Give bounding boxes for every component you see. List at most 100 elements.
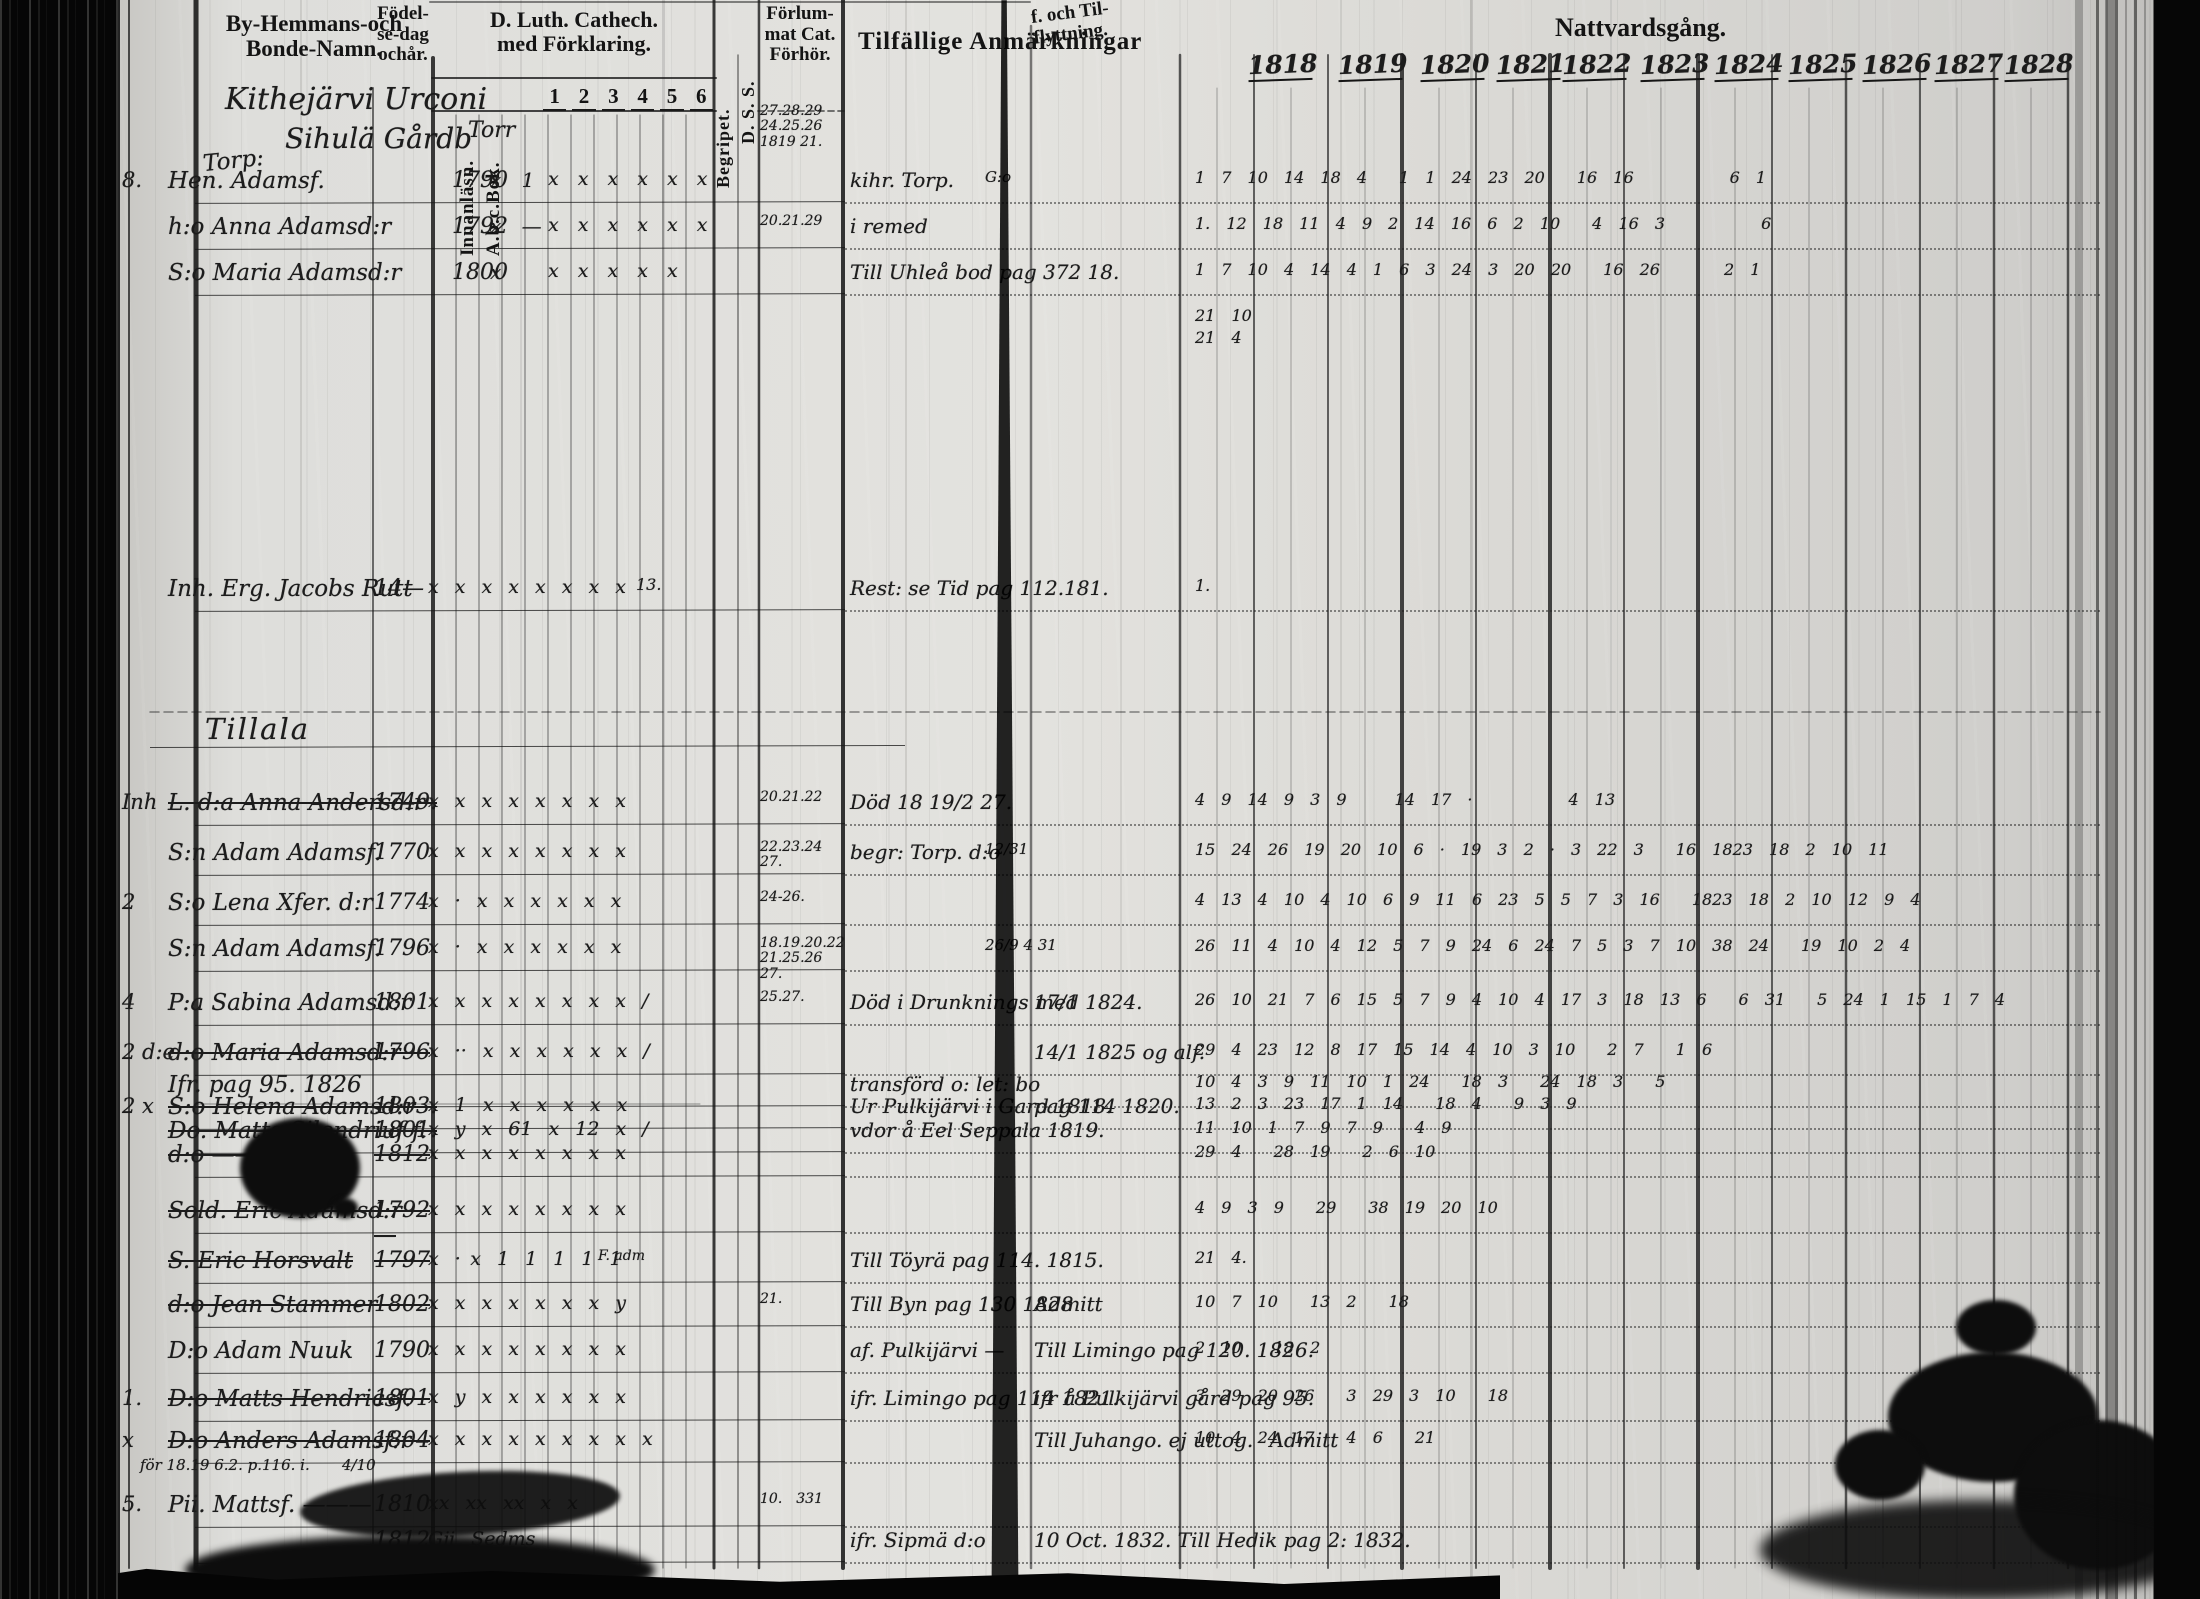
communion-dates: 21 10 (1195, 306, 1252, 325)
row-number: 1. (122, 1386, 143, 1410)
catechism-marks: x x x x x x x x (428, 840, 626, 862)
catechism-marks: x x x x x x x x (428, 1338, 626, 1360)
row-underline (194, 1023, 846, 1026)
year-label: 1828 (2003, 48, 2075, 83)
communion-dates: 26 11 4 10 4 12 5 7 9 24 6 24 7 5 3 7 10… (1195, 936, 1911, 955)
forhor-dates: 13. (636, 575, 662, 594)
catechism-marks: x y x 61 x 12 x / (428, 1118, 649, 1140)
remark-note: vdor å Eel Seppala 1819. (850, 1118, 1105, 1142)
communion-dates: 3 29 20 26 3 29 3 10 18 (1195, 1386, 1509, 1405)
column-header-remarks: Tilfällige Anmärkningar (858, 28, 1143, 55)
remark-note: Till Töyrä pag 114. 1815. (850, 1248, 1104, 1272)
communion-dates: 1. 12 18 11 4 9 2 14 16 6 2 10 4 16 3 6 (1195, 214, 1772, 233)
scan-streak (520, 0, 522, 1599)
migration-note: 17/1 1824. (1034, 990, 1143, 1014)
row-number: 2 d:e (122, 1040, 175, 1064)
table-row: S. Eric Horsvalt 1797 x · x 1 1 1 1 1 F. ad… (0, 1248, 2200, 1294)
communion-dates: 29 4 23 12 8 17 15 14 4 10 3 10 2 7 1 6 (1195, 1040, 1713, 1059)
table-row: S:n Adam Adamsf. 1796 x · x x x x x x 18.19… (0, 935, 2200, 982)
year-label: 1825 (1787, 48, 1859, 83)
communion-dates: 1 7 10 14 18 4 1 1 24 23 20 16 16 6 1 (1195, 168, 1767, 187)
row-guideline (845, 610, 2100, 612)
catechism-number: 2 (572, 84, 596, 111)
table-row: för 18.19 6.2. p.116. i. 4/10 (0, 1456, 2200, 1502)
migration-note: pag 114 1820. (1034, 1094, 1180, 1118)
row-underline (194, 1231, 846, 1234)
row-underline (194, 1371, 846, 1374)
communion-dates: 10 4 24 17 4 6 21 (1195, 1428, 1436, 1447)
forhor-dates: 18.19.20.22 21.25.26 27. (760, 935, 845, 982)
table-row: D:o Adam Nuuk 1790 x x x x x x x x af. Pulk… (0, 1338, 2200, 1384)
year-label: 1822 (1561, 48, 1633, 83)
entry-name: Hen. Adamsf. (168, 168, 325, 194)
row-number: x (122, 1428, 134, 1452)
entry-name: S:n Adam Adamsf. (168, 840, 382, 866)
communion-dates: 10 4 3 9 11 10 1 24 18 3 24 18 3 5 (1195, 1072, 1666, 1091)
margin-note: för 18.19 6.2. p.116. i. (140, 1456, 310, 1474)
entry-name: S:o Maria Adamsd:r (168, 260, 402, 286)
column-header-birthdate: Födel- se-dag ochår. (377, 3, 429, 66)
remark-note: Till Byn pag 130 1828 (850, 1292, 1074, 1316)
place-heading-side: Torr (468, 118, 516, 143)
column-header-catechism: D. Luth. Cathech. med Förklaring. (489, 7, 659, 56)
scan-streak (1470, 0, 1473, 1599)
table-row: 4 P:a Sabina Adamsd:r 1801 x x x x x x x x … (0, 989, 2200, 1036)
entry-name: Ifr. pag 95. 1826 (168, 1072, 362, 1098)
catechism-marks: x 1 x x x x x x (428, 1094, 628, 1116)
row-guideline (845, 1176, 2100, 1178)
birth-year: 1801 (374, 990, 430, 1015)
entry-name: D:o Adam Nuuk (168, 1338, 354, 1364)
remark-note: Ur Pulkijärvi i Gard 1818. (850, 1094, 1113, 1118)
row-number: 5. (122, 1492, 143, 1516)
scan-streak (905, 0, 907, 1599)
row-underline (194, 873, 846, 876)
abc-marks: x 1 (490, 168, 535, 192)
row-guideline (845, 1128, 2100, 1130)
catechism-marks: x x x x x x x x (428, 790, 626, 812)
remark-note: begr: Torp. d:o (850, 840, 1001, 864)
birth-year: 1790 (374, 1338, 430, 1363)
catechism-number: 3 (601, 84, 625, 111)
row-guideline (845, 1152, 2100, 1154)
migration-note: ifr å Pulkijärvi gård pag 95. (1034, 1386, 1315, 1410)
birth-year: 1801 (374, 1386, 430, 1411)
catechism-subcolumns: 1 2 3 4 5 6 (540, 84, 716, 111)
communion-dates: 21 4. (1195, 1248, 1247, 1267)
year-label: 1826 (1861, 48, 1933, 83)
row-guideline (845, 1526, 2100, 1528)
remark-note: transförd o: let: bo (850, 1072, 1041, 1096)
entry-name: h:o Anna Adamsd:r (168, 214, 392, 240)
table-row: 8. Hen. Adamsf. 1790 x 1 x x x x x x 27.28.29… (0, 103, 2200, 214)
row-number: 2 (122, 890, 136, 914)
communion-dates: 21 4 (1195, 328, 1242, 347)
birth-year: 1797 (374, 1248, 430, 1273)
forhor-dates: 10. 331 (760, 1491, 823, 1507)
remark-note: Död 18 19/2 27. (850, 790, 1013, 814)
row-guideline (845, 1372, 2100, 1374)
remark-note: Död i Drunknings med (850, 990, 1079, 1014)
birth-year: 1749. (374, 790, 437, 815)
row-guideline (845, 1562, 2100, 1564)
communion-dates: 4 13 4 10 4 10 6 9 11 6 23 5 5 7 3 16 18… (1195, 890, 1921, 909)
entry-name: D:o Matts Hendricsf. (168, 1386, 412, 1412)
entry-name: P:a Sabina Adamsd:r (168, 990, 411, 1016)
ink-blot (1956, 1300, 2036, 1355)
ink-blot (332, 1198, 358, 1218)
row-underline (194, 609, 846, 612)
row-number: 8. (122, 168, 143, 192)
table-row: S:n Adam Adamsf. 1770 x x x x x x x x 22.23… (0, 839, 2200, 886)
admission-note: F. adm (598, 1248, 646, 1264)
entry-name: d:o Jean Stammer (168, 1292, 378, 1318)
birth-year: 14— (374, 576, 424, 601)
catechism-marks: x x x x x (548, 260, 678, 282)
birth-year: 1796 (374, 1040, 430, 1065)
forhor-dates: 24-26. (760, 889, 805, 905)
entry-name: Tillala (205, 712, 311, 746)
birth-year: 1790 (452, 168, 508, 193)
catechism-marks: x x x x x x (548, 214, 708, 236)
table-row: 21 4 (0, 328, 2200, 374)
entry-name: Inh. Erg. Jacobs Rutt (168, 576, 413, 602)
catechism-marks: x ·· x x x x x x / (428, 1040, 650, 1062)
entry-name: d:o Maria Adamsd:r (168, 1040, 401, 1066)
migration-note: 10 Oct. 1832. Till Hedik pag 2: 1832. (1034, 1528, 1411, 1552)
